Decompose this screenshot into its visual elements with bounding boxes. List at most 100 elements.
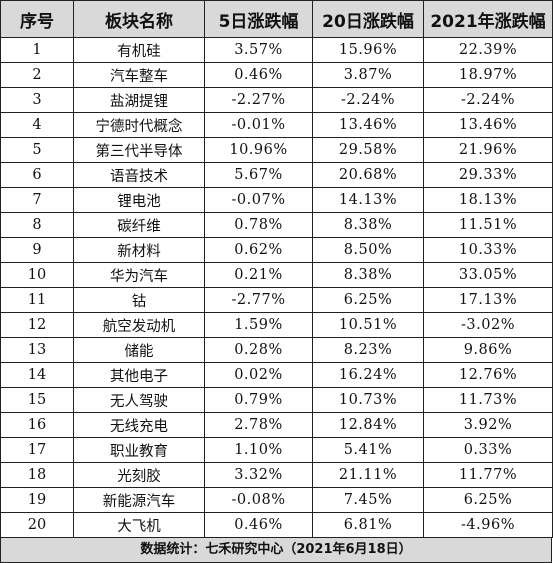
row-20day-change: 10.73% xyxy=(312,387,424,413)
row-20day-change: 20.68% xyxy=(312,162,424,188)
row-5day-change: 0.46% xyxy=(204,62,313,88)
row-20day-change: 29.58% xyxy=(312,137,424,163)
row-index: 16 xyxy=(0,412,74,438)
table-row: 4 宁德时代概念 -0.01% 13.46% 13.46% xyxy=(0,112,553,138)
row-2021-change: -2.24% xyxy=(423,87,553,113)
row-2021-change: 13.46% xyxy=(423,112,553,138)
row-sector-name: 大飞机 xyxy=(73,512,205,538)
row-5day-change: -0.08% xyxy=(204,487,313,513)
table-row: 20 大飞机 0.46% 6.81% -4.96% xyxy=(0,512,553,538)
row-index: 15 xyxy=(0,387,74,413)
table-row: 14 其他电子 0.02% 16.24% 12.76% xyxy=(0,362,553,388)
table-row: 3 盐湖提锂 -2.27% -2.24% -2.24% xyxy=(0,87,553,113)
table-row: 13 储能 0.28% 8.23% 9.86% xyxy=(0,337,553,363)
row-index: 3 xyxy=(0,87,74,113)
row-5day-change: 0.46% xyxy=(204,512,313,538)
table-row: 1 有机硅 3.57% 15.96% 22.39% xyxy=(0,37,553,63)
row-2021-change: 22.39% xyxy=(423,37,553,63)
row-sector-name: 锂电池 xyxy=(73,187,205,213)
row-2021-change: 11.73% xyxy=(423,387,553,413)
row-5day-change: 0.62% xyxy=(204,237,313,263)
row-20day-change: 21.11% xyxy=(312,462,424,488)
row-2021-change: -4.96% xyxy=(423,512,553,538)
row-index: 10 xyxy=(0,262,74,288)
data-source-footer: 数据统计：七禾研究中心（2021年6月18日） xyxy=(0,538,552,563)
header-20day-change: 20日涨跌幅 xyxy=(312,0,424,38)
table-body: 1 有机硅 3.57% 15.96% 22.39% 2 汽车整车 0.46% 3.87% 18.9… xyxy=(0,37,553,538)
row-20day-change: -2.24% xyxy=(312,87,424,113)
row-20day-change: 7.45% xyxy=(312,487,424,513)
row-2021-change: 29.33% xyxy=(423,162,553,188)
row-sector-name: 光刻胶 xyxy=(73,462,205,488)
row-2021-change: -3.02% xyxy=(423,312,553,338)
row-index: 2 xyxy=(0,62,74,88)
row-sector-name: 储能 xyxy=(73,337,205,363)
row-5day-change: 3.32% xyxy=(204,462,313,488)
header-row: 序号 板块名称 5日涨跌幅 20日涨跌幅 2021年涨跌幅 xyxy=(0,0,553,38)
table-row: 11 钴 -2.77% 6.25% 17.13% xyxy=(0,287,553,313)
row-2021-change: 21.96% xyxy=(423,137,553,163)
row-index: 5 xyxy=(0,137,74,163)
table-row: 12 航空发动机 1.59% 10.51% -3.02% xyxy=(0,312,553,338)
row-5day-change: -2.77% xyxy=(204,287,313,313)
header-2021-change: 2021年涨跌幅 xyxy=(423,0,553,38)
row-sector-name: 无线充电 xyxy=(73,412,205,438)
table-row: 7 锂电池 -0.07% 14.13% 18.13% xyxy=(0,187,553,213)
row-20day-change: 15.96% xyxy=(312,37,424,63)
row-5day-change: -2.27% xyxy=(204,87,313,113)
row-2021-change: 11.51% xyxy=(423,212,553,238)
row-5day-change: 5.67% xyxy=(204,162,313,188)
row-20day-change: 13.46% xyxy=(312,112,424,138)
row-5day-change: 0.78% xyxy=(204,212,313,238)
header-sector-name: 板块名称 xyxy=(73,0,205,38)
row-index: 20 xyxy=(0,512,74,538)
row-index: 14 xyxy=(0,362,74,388)
row-20day-change: 12.84% xyxy=(312,412,424,438)
row-index: 6 xyxy=(0,162,74,188)
table-row: 19 新能源汽车 -0.08% 7.45% 6.25% xyxy=(0,487,553,513)
table-row: 16 无线充电 2.78% 12.84% 3.92% xyxy=(0,412,553,438)
row-5day-change: 0.79% xyxy=(204,387,313,413)
table-row: 6 语音技术 5.67% 20.68% 29.33% xyxy=(0,162,553,188)
row-20day-change: 6.81% xyxy=(312,512,424,538)
row-sector-name: 宁德时代概念 xyxy=(73,112,205,138)
row-index: 7 xyxy=(0,187,74,213)
table-row: 17 职业教育 1.10% 5.41% 0.33% xyxy=(0,437,553,463)
row-20day-change: 8.38% xyxy=(312,212,424,238)
row-5day-change: 2.78% xyxy=(204,412,313,438)
row-sector-name: 新材料 xyxy=(73,237,205,263)
row-2021-change: 6.25% xyxy=(423,487,553,513)
row-index: 17 xyxy=(0,437,74,463)
table-row: 8 碳纤维 0.78% 8.38% 11.51% xyxy=(0,212,553,238)
row-sector-name: 钴 xyxy=(73,287,205,313)
table-row: 5 第三代半导体 10.96% 29.58% 21.96% xyxy=(0,137,553,163)
row-20day-change: 5.41% xyxy=(312,437,424,463)
row-sector-name: 有机硅 xyxy=(73,37,205,63)
row-2021-change: 9.86% xyxy=(423,337,553,363)
row-20day-change: 10.51% xyxy=(312,312,424,338)
row-sector-name: 语音技术 xyxy=(73,162,205,188)
row-5day-change: 0.02% xyxy=(204,362,313,388)
row-index: 13 xyxy=(0,337,74,363)
row-2021-change: 18.13% xyxy=(423,187,553,213)
header-index: 序号 xyxy=(0,0,74,38)
row-20day-change: 6.25% xyxy=(312,287,424,313)
table-row: 10 华为汽车 0.21% 8.38% 33.05% xyxy=(0,262,553,288)
row-sector-name: 盐湖提锂 xyxy=(73,87,205,113)
row-20day-change: 3.87% xyxy=(312,62,424,88)
row-20day-change: 8.38% xyxy=(312,262,424,288)
row-5day-change: 1.10% xyxy=(204,437,313,463)
table-row: 2 汽车整车 0.46% 3.87% 18.97% xyxy=(0,62,553,88)
row-sector-name: 新能源汽车 xyxy=(73,487,205,513)
row-2021-change: 11.77% xyxy=(423,462,553,488)
row-20day-change: 14.13% xyxy=(312,187,424,213)
row-2021-change: 12.76% xyxy=(423,362,553,388)
row-5day-change: 0.21% xyxy=(204,262,313,288)
row-index: 18 xyxy=(0,462,74,488)
row-sector-name: 职业教育 xyxy=(73,437,205,463)
row-sector-name: 航空发动机 xyxy=(73,312,205,338)
row-sector-name: 第三代半导体 xyxy=(73,137,205,163)
sector-table: 序号 板块名称 5日涨跌幅 20日涨跌幅 2021年涨跌幅 1 有机硅 3.57% 1… xyxy=(0,0,553,538)
row-2021-change: 3.92% xyxy=(423,412,553,438)
